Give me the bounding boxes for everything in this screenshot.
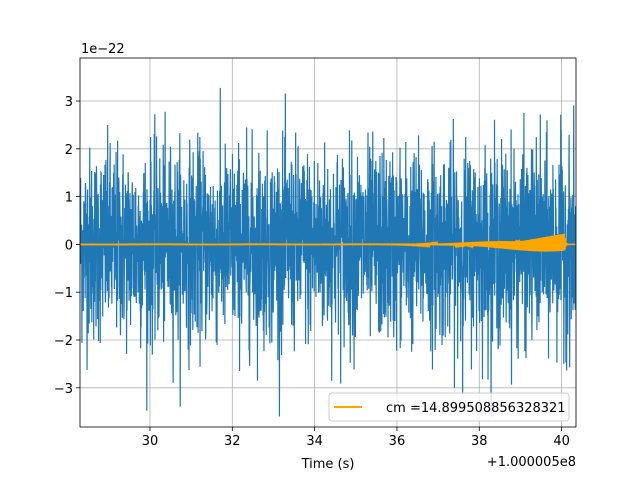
legend-label-chirp: cm =14.899508856328321 (386, 401, 566, 416)
x-tick-label: 30 (142, 434, 159, 449)
x-tick-label: 32 (224, 434, 241, 449)
y-tick-label: −2 (54, 334, 73, 349)
x-tick-label: 34 (306, 434, 323, 449)
y-axis: −3 −2 −1 0 1 2 3 (54, 95, 80, 397)
y-tick-label: 1 (65, 191, 73, 206)
x-tick-label: 38 (471, 434, 488, 449)
y-tick-label: −3 (54, 382, 73, 397)
axes-frame (79, 57, 577, 428)
chirp-series-line (80, 233, 576, 252)
noise-series-line (80, 87, 576, 417)
x-tick-label: 36 (389, 434, 406, 449)
y-tick-label: 3 (65, 95, 73, 110)
y-tick-label: −1 (54, 286, 73, 301)
plot-area (80, 87, 576, 417)
x-axis: 30 32 34 36 38 40 (142, 427, 570, 449)
x-offset-label: +1.000005e8 (487, 455, 576, 470)
y-tick-label: 0 (65, 238, 73, 253)
x-axis-label: Time (s) (301, 457, 355, 472)
legend: cm =14.899508856328321 (328, 392, 570, 422)
y-tick-label: 2 (65, 143, 73, 158)
y-scale-label: 1e−22 (81, 42, 125, 57)
legend-box (328, 392, 570, 422)
x-tick-label: 40 (553, 434, 570, 449)
